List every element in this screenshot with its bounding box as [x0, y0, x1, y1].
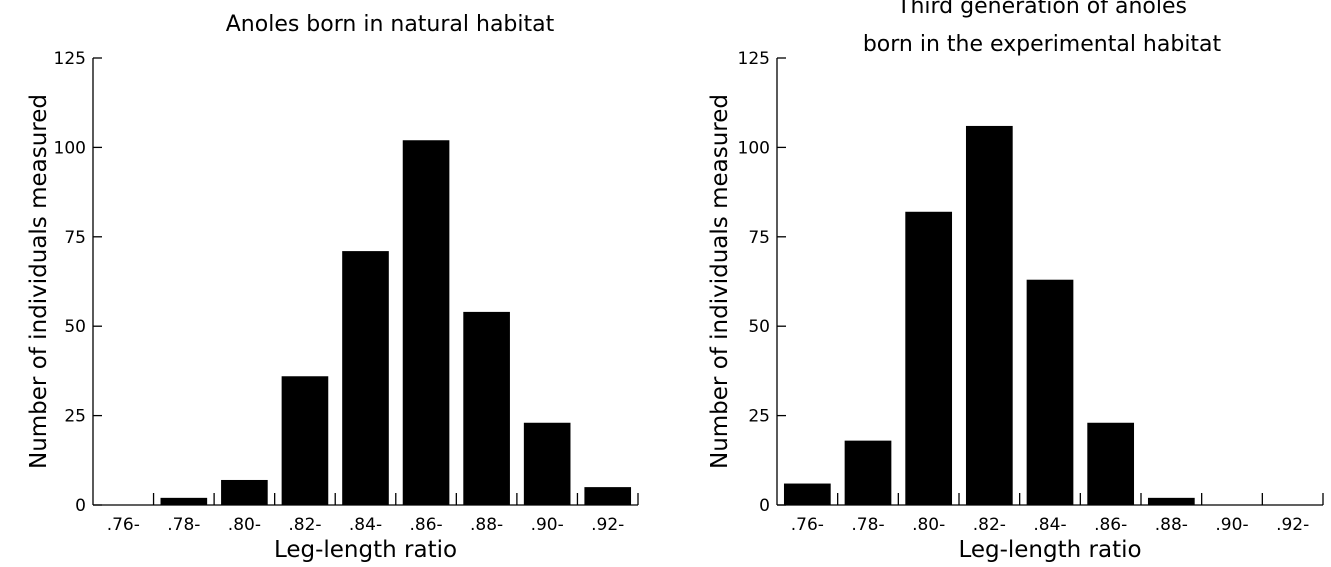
x-tick-label: .80- [228, 515, 261, 535]
chart-title: born in the experimental habitat [863, 32, 1222, 57]
chart-title: Anoles born in natural habitat [226, 12, 555, 37]
bar-80 [905, 211, 953, 505]
bar-76 [783, 483, 831, 505]
x-tick-label: .82- [288, 515, 321, 535]
y-axis-label: Number of individuals measured [26, 94, 52, 469]
x-tick-label: .84- [1033, 515, 1066, 535]
bar-78 [160, 497, 208, 505]
x-tick-label: .78- [167, 515, 200, 535]
x-axis-label: Leg-length ratio [958, 537, 1141, 563]
y-tick-label: 0 [759, 496, 770, 516]
y-tick-label: 50 [64, 317, 86, 337]
x-tick-label: .76- [791, 515, 824, 535]
y-tick-label: 100 [738, 138, 770, 158]
bar-78 [844, 440, 892, 505]
bar-92 [584, 487, 632, 505]
bar-86 [1087, 422, 1135, 505]
y-tick-label: 125 [54, 49, 86, 69]
x-tick-label: .88- [1155, 515, 1188, 535]
chart-natural-habitat: Anoles born in natural habitat 0 25 50 75 100… [26, 12, 639, 563]
y-tick-label: 75 [64, 228, 86, 248]
x-tick-label: .82- [973, 515, 1006, 535]
bar-82 [965, 125, 1013, 505]
y-tick-label: 25 [64, 407, 86, 427]
x-tick-label: .86- [409, 515, 442, 535]
y-axis-label: Number of individuals measured [707, 94, 733, 469]
bar-86 [402, 140, 450, 506]
y-tick-label: 100 [54, 138, 86, 158]
x-tick-label: .92- [591, 515, 624, 535]
bar-88 [463, 311, 510, 505]
bar-82 [281, 376, 329, 505]
x-tick-label: .86- [1094, 515, 1127, 535]
y-tick-label: 0 [75, 496, 86, 516]
bar-84 [342, 251, 389, 505]
chart-title: Third generation of anoles [896, 0, 1187, 19]
y-tick-label: 125 [738, 49, 770, 69]
x-tick-label: .90- [531, 515, 564, 535]
bar-88 [1147, 497, 1195, 505]
x-tick-label: .84- [349, 515, 382, 535]
x-tick-label: .78- [851, 515, 884, 535]
bar-80 [221, 479, 268, 505]
y-tick-label: 50 [748, 317, 770, 337]
x-tick-label: .88- [470, 515, 503, 535]
x-tick-label: .76- [107, 515, 140, 535]
x-tick-label: .80- [912, 515, 945, 535]
x-tick-label: .92- [1276, 515, 1309, 535]
y-tick-label: 75 [748, 228, 770, 248]
bar-90 [523, 422, 571, 505]
bar-84 [1026, 279, 1074, 505]
x-tick-label: .90- [1215, 515, 1248, 535]
y-tick-label: 25 [748, 407, 770, 427]
chart-experimental-habitat: Third generation of anoles born in the ex… [707, 0, 1324, 563]
x-axis-label: Leg-length ratio [274, 537, 457, 563]
